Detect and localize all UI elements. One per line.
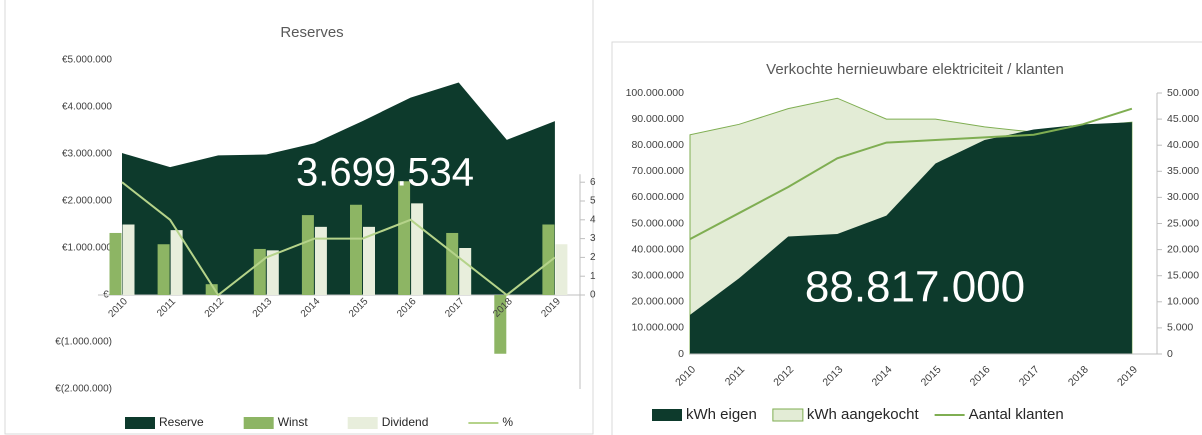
x-tick-label: 2015 <box>919 363 944 388</box>
y-tick-label: 40.000.000 <box>631 243 684 255</box>
y-tick-label: 0 <box>678 348 684 360</box>
y-tick-label: 20.000.000 <box>631 296 684 308</box>
y-tick-label: €1.000.000 <box>62 243 112 254</box>
y2-tick-label: 10.000 <box>1167 296 1199 308</box>
legend-swatch <box>772 408 804 422</box>
bar <box>205 284 218 295</box>
y2-tick-label: 4 <box>590 214 596 225</box>
bar <box>122 224 135 295</box>
y2-tick-label: 40.000 <box>1167 139 1199 151</box>
bar <box>253 248 266 295</box>
x-tick-label: 2012 <box>203 296 227 320</box>
y2-tick-label: 25.000 <box>1167 217 1199 229</box>
legend-label: kWh aangekocht <box>807 406 920 423</box>
x-tick-label: 2012 <box>771 363 796 388</box>
bar <box>266 250 279 295</box>
bar <box>109 232 122 295</box>
y-tick-label: €(1.000.000) <box>55 337 112 348</box>
y-tick-label: 60.000.000 <box>631 191 684 203</box>
x-tick-label: 2018 <box>1066 363 1091 388</box>
bar <box>411 203 424 295</box>
line <box>689 107 1133 241</box>
annotation: 3.699.534 <box>296 151 474 195</box>
y2-tick-label: 0 <box>590 290 596 301</box>
x-tick-label: 2019 <box>1115 363 1140 388</box>
y-tick-label: 70.000.000 <box>631 165 684 177</box>
legend-swatch <box>652 409 682 421</box>
legend-swatch <box>347 417 378 429</box>
x-tick-label: 2016 <box>395 296 419 320</box>
bar <box>157 244 170 295</box>
legend-label: Reserve <box>159 415 204 429</box>
x-tick-label: 2017 <box>443 296 467 320</box>
y2-tick-label: 3 <box>590 233 596 244</box>
x-tick-label: 2015 <box>347 296 371 320</box>
legend-label: % <box>502 415 513 429</box>
y-tick-label: €4.000.000 <box>62 102 112 113</box>
y2-tick-label: 50.000 <box>1167 87 1199 99</box>
x-tick-label: 2017 <box>1017 363 1042 388</box>
line <box>121 181 556 297</box>
y2-tick-label: 35.000 <box>1167 165 1199 177</box>
bar <box>542 224 555 295</box>
y-tick-label: €(2.000.000) <box>55 384 112 395</box>
y-tick-label: 90.000.000 <box>631 113 684 125</box>
y-tick-label: 10.000.000 <box>631 322 684 334</box>
x-tick-label: 2010 <box>673 363 698 388</box>
bar <box>459 248 472 295</box>
x-tick-label: 2014 <box>869 363 894 388</box>
legend-label: kWh eigen <box>686 406 757 423</box>
x-tick-label: 2013 <box>820 363 845 388</box>
y2-tick-label: 6 <box>590 177 596 188</box>
x-tick-label: 2016 <box>968 363 993 388</box>
x-tick-label: 2011 <box>723 363 748 388</box>
x-tick-label: 2013 <box>251 296 275 320</box>
bar <box>170 230 183 295</box>
legend-swatch <box>243 417 274 429</box>
chart-title: Reserves <box>280 24 343 41</box>
y2-tick-label: 5 <box>590 196 596 207</box>
y2-tick-label: 1 <box>590 271 596 282</box>
area <box>690 122 1132 355</box>
bar <box>301 215 314 295</box>
y2-tick-label: 15.000 <box>1167 269 1199 281</box>
y-tick-label: 100.000.000 <box>626 87 685 99</box>
x-tick-label: 2011 <box>155 296 178 319</box>
bar <box>398 181 411 295</box>
panel-border <box>611 41 1202 435</box>
y-tick-label: 30.000.000 <box>631 269 684 281</box>
chart-title: Verkochte hernieuwbare elektriciteit / k… <box>766 61 1064 78</box>
bar <box>446 232 459 295</box>
y-tick-label: €5.000.000 <box>62 55 112 66</box>
y2-tick-label: 20.000 <box>1167 243 1199 255</box>
bar <box>494 295 507 354</box>
y2-tick-label: 5.000 <box>1167 322 1193 334</box>
y-tick-label: 80.000.000 <box>631 139 684 151</box>
y-tick-label: €2.000.000 <box>62 196 112 207</box>
y2-tick-label: 30.000 <box>1167 191 1199 203</box>
legend-label: Dividend <box>382 415 429 429</box>
bar <box>555 244 568 295</box>
legend-label: Winst <box>278 415 309 429</box>
y-tick-label: 50.000.000 <box>631 217 684 229</box>
bar <box>363 226 375 295</box>
legend-label: Aantal klanten <box>969 406 1064 423</box>
y2-tick-label: 45.000 <box>1167 113 1199 125</box>
bar <box>350 204 362 295</box>
x-tick-label: 2019 <box>539 296 563 320</box>
y2-tick-label: 0 <box>1167 348 1173 360</box>
y-tick-label: €3.000.000 <box>62 149 112 160</box>
legend-swatch <box>125 417 155 429</box>
panel-border <box>4 0 594 435</box>
x-tick-label: 2014 <box>299 296 323 320</box>
y2-tick-label: 2 <box>590 252 596 263</box>
annotation: 88.817.000 <box>805 263 1025 312</box>
bar <box>314 226 327 295</box>
